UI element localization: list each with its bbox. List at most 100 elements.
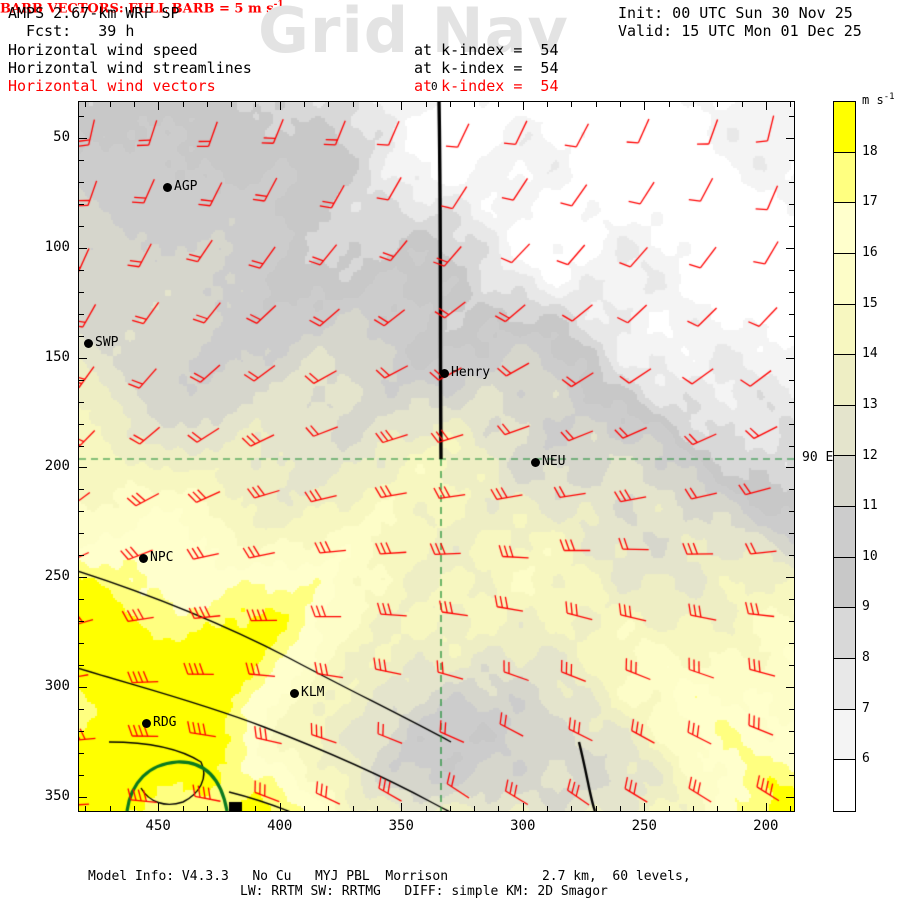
field-kindex-wind-vectors: at k-index = 54 xyxy=(414,77,559,95)
station-dot-icon xyxy=(531,458,540,467)
xtick-minor xyxy=(790,806,792,812)
ytick-minor xyxy=(78,182,84,184)
colorbar-band xyxy=(834,608,855,660)
xtick-minor-top xyxy=(328,101,330,107)
xtick-minor-top xyxy=(522,101,524,110)
colorbar-band xyxy=(834,709,855,761)
ytick-minor-right xyxy=(789,204,795,206)
ytick-minor-right xyxy=(789,708,795,710)
field-kindex-wind-streamlines: at k-index = 54 xyxy=(414,59,559,77)
ytick-minor-right xyxy=(786,357,795,359)
field-label-wind-streamlines: Horizontal wind streamlines xyxy=(8,59,252,77)
colorbar-band xyxy=(834,355,855,406)
colorbar-tick-9: 9 xyxy=(862,599,870,615)
station-label: NEU xyxy=(542,454,566,469)
ytick-minor xyxy=(78,511,84,513)
xtick-minor xyxy=(595,806,597,812)
colorbar-tick-10: 10 xyxy=(862,548,878,564)
colorbar-tick-13: 13 xyxy=(862,396,878,412)
xtick-minor-top xyxy=(182,101,184,107)
xtick-minor-top xyxy=(547,101,549,107)
xtick-minor-top xyxy=(765,101,767,110)
colorbar-band xyxy=(834,253,855,305)
station-dot-icon xyxy=(163,183,172,192)
map-plot-area[interactable] xyxy=(78,101,795,812)
colorbar-band xyxy=(834,405,855,457)
ytick-minor xyxy=(78,269,84,271)
xtick-minor-top xyxy=(668,101,670,107)
ytick-label-100: 100 xyxy=(44,239,70,256)
ytick-minor xyxy=(78,489,84,491)
ytick-minor-right xyxy=(789,555,795,557)
ytick-minor-right xyxy=(789,423,795,425)
station-label: AGP xyxy=(174,179,198,194)
ytick-label-250: 250 xyxy=(44,568,70,585)
xtick-minor-top xyxy=(571,101,573,107)
xtick-minor xyxy=(279,803,281,812)
colorbar-band xyxy=(834,659,855,710)
xtick-minor-top xyxy=(133,101,135,107)
xtick-minor-top xyxy=(741,101,743,107)
colorbar-tick-7: 7 xyxy=(862,700,870,716)
xtick-minor xyxy=(449,806,451,812)
ytick-minor xyxy=(78,730,84,732)
colorbar-tick-17: 17 xyxy=(862,194,878,210)
longitude-90e-label: 90 E xyxy=(802,450,834,465)
ytick-minor xyxy=(78,226,84,228)
station-label: KLM xyxy=(301,685,325,700)
wind-speed-colorbar[interactable] xyxy=(833,101,856,812)
ytick-minor-right xyxy=(789,379,795,381)
ytick-minor-right xyxy=(786,577,795,579)
ytick-minor xyxy=(78,708,84,710)
header-panel: Grid Nav AMPS 2.67-km WRF SP Fcst: 39 h … xyxy=(0,0,900,100)
ytick-minor-right xyxy=(789,511,795,513)
xtick-minor xyxy=(474,806,476,812)
xtick-minor xyxy=(668,806,670,812)
station-dot-icon xyxy=(440,369,449,378)
colorbar-band xyxy=(834,456,855,508)
ytick-minor xyxy=(78,401,84,403)
xtick-label-300: 300 xyxy=(510,818,536,834)
ytick-minor-right xyxy=(789,533,795,535)
ytick-label-50: 50 xyxy=(53,129,70,146)
colorbar-tick-11: 11 xyxy=(862,498,878,514)
colorbar-band xyxy=(834,507,855,558)
ytick-label-300: 300 xyxy=(44,677,70,694)
forecast-hour: Fcst: 39 h xyxy=(26,22,135,40)
xtick-minor-top xyxy=(85,101,87,107)
colorbar-band xyxy=(834,760,855,811)
xtick-minor xyxy=(206,806,208,812)
ytick-minor-right xyxy=(789,116,795,118)
xtick-minor xyxy=(620,806,621,812)
colorbar-tick-12: 12 xyxy=(862,447,878,463)
ytick-minor-right xyxy=(789,621,795,623)
valid-time: Valid: 15 UTC Mon 01 Dec 25 xyxy=(618,22,862,40)
xtick-minor-top xyxy=(620,101,621,107)
xtick-minor xyxy=(741,806,743,812)
ytick-minor xyxy=(78,335,84,337)
colorbar-band xyxy=(834,557,855,609)
ytick-minor xyxy=(78,577,87,579)
station-dot-icon xyxy=(290,689,299,698)
xtick-minor xyxy=(692,806,694,812)
xtick-minor xyxy=(133,806,135,812)
xtick-minor xyxy=(644,803,646,812)
ytick-minor xyxy=(78,621,84,623)
xtick-minor xyxy=(304,806,306,812)
xtick-minor xyxy=(328,806,330,812)
xtick-minor-top xyxy=(304,101,306,107)
colorbar-tick-15: 15 xyxy=(862,295,878,311)
xtick-minor-top xyxy=(717,101,719,107)
ytick-minor xyxy=(78,116,84,118)
xtick-minor xyxy=(231,806,233,812)
xtick-minor xyxy=(376,806,378,812)
colorbar-tick-14: 14 xyxy=(862,346,878,362)
field-kindex-wind-speed: at k-index = 54 xyxy=(414,41,559,59)
xtick-minor-top xyxy=(109,101,111,107)
ytick-minor xyxy=(78,752,84,754)
station-dot-icon xyxy=(84,339,93,348)
ytick-minor-right xyxy=(786,686,795,688)
ytick-minor-right xyxy=(789,774,795,776)
ytick-minor xyxy=(78,599,84,601)
meridian-zero-label: 0 xyxy=(431,80,438,93)
